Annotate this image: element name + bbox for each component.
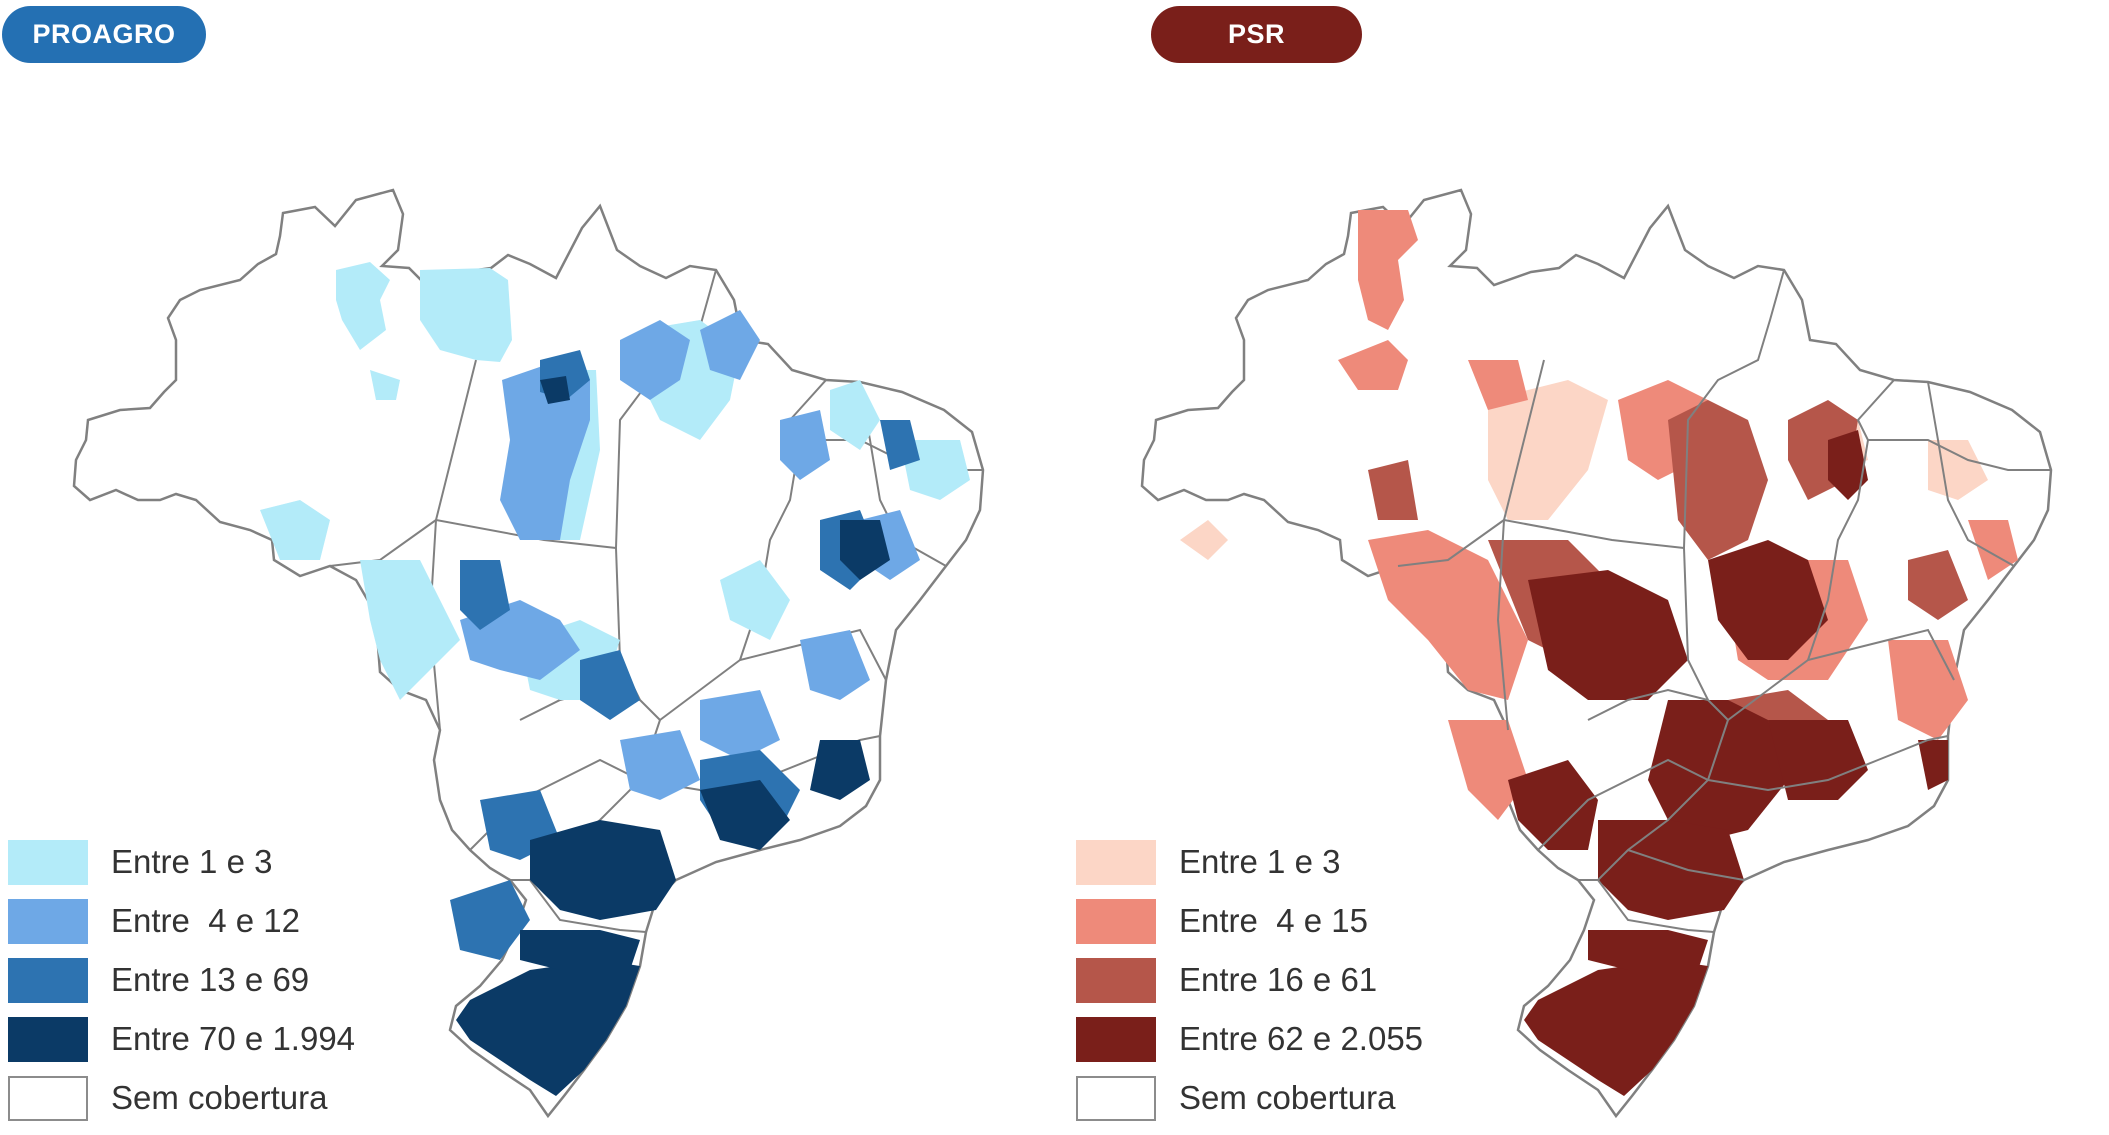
legend-swatch-13-69	[8, 958, 88, 1003]
legend-label: Sem cobertura	[111, 1079, 328, 1116]
legend-swatch-16-61	[1076, 958, 1156, 1003]
legend-label: Entre 70 e 1.994	[111, 1020, 356, 1057]
legend-swatch-4-12	[8, 899, 88, 944]
legend-swatch-62-2055	[1076, 1017, 1156, 1062]
legend-swatch-70-1994	[8, 1017, 88, 1062]
legend-label: Entre 4 e 12	[111, 902, 300, 939]
legend-label: Sem cobertura	[1179, 1079, 1396, 1116]
legend-swatch-sem-cobertura	[1076, 1076, 1156, 1121]
psr-title-badge: PSR	[1151, 6, 1362, 63]
legend-label: Entre 1 e 3	[1179, 843, 1341, 880]
proagro-brazil-map	[72, 188, 985, 1119]
legend-label: Entre 62 e 2.055	[1179, 1020, 1424, 1057]
proagro-municipality-fills	[260, 262, 970, 1096]
legend-label: Entre 13 e 69	[111, 961, 310, 998]
legend-swatch-sem-cobertura	[8, 1076, 88, 1121]
state-borders	[1397, 269, 2051, 933]
legend-swatch-4-15	[1076, 899, 1156, 944]
proagro-title-badge: PROAGRO	[2, 6, 206, 63]
legend-label: Entre 16 e 61	[1179, 961, 1378, 998]
legend-swatch-1-3	[8, 840, 88, 885]
legend-label: Entre 4 e 15	[1179, 902, 1368, 939]
psr-municipality-fills	[1180, 210, 2018, 1096]
psr-panel: PSR	[1068, 0, 2109, 1129]
psr-brazil-map	[1140, 188, 2053, 1119]
legend-label: Entre 1 e 3	[111, 843, 273, 880]
proagro-panel: PROAGRO	[0, 0, 1054, 1129]
legend-swatch-1-3	[1076, 840, 1156, 885]
